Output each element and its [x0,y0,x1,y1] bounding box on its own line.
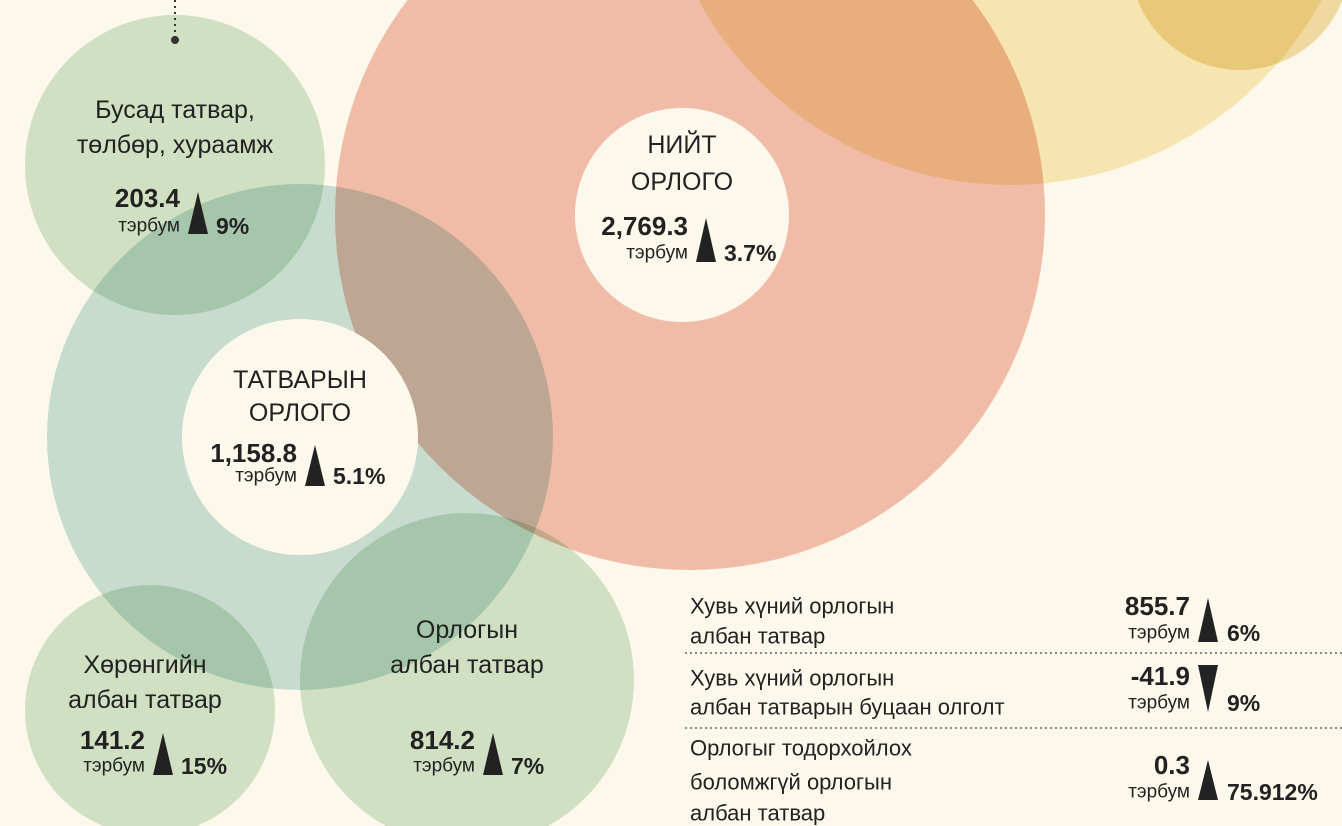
row-change: 9% [1227,690,1260,716]
row-unit: тэрбум [1128,623,1190,644]
arrow-up [696,218,716,262]
node-change: 3.7% [724,240,776,266]
node-change: 7% [511,753,544,779]
row-unit: тэрбум [1128,693,1190,714]
row-value: -41.9 [1131,661,1190,691]
node-label: ТАТВАРЫН [233,366,367,394]
node-value: 141.2 [80,725,145,755]
arrow-up [1198,760,1218,800]
tax-center [182,319,418,555]
node-value: 1,158.8 [210,438,297,468]
node-label: ОРЛОГО [249,399,351,427]
row-change: 75.912% [1227,779,1318,805]
node-unit: тэрбум [413,756,475,777]
connector-dot [171,36,179,44]
row-unit: тэрбум [1128,782,1190,803]
node-change: 9% [216,213,249,239]
node-label: Хөрөнгийн [83,651,206,679]
node-value: 2,769.3 [601,211,688,241]
arrow-up [153,733,173,775]
arrow-down [1198,665,1218,712]
arrow-up [483,733,503,775]
node-label: төлбөр, хураамж [77,131,274,159]
row-label: албан татвар [690,624,825,649]
node-unit: тэрбум [83,756,145,777]
node-label: албан татвар [68,686,222,714]
row-label: Хувь хүний орлогын [690,594,894,619]
total-center [575,108,789,322]
node-unit: тэрбум [118,216,180,237]
row-label: Хувь хүний орлогын [690,666,894,691]
node-unit: тэрбум [626,243,688,264]
arrow-up [305,445,325,486]
node-unit: тэрбум [235,466,297,487]
node-label: НИЙТ [647,129,716,159]
arrow-up [1198,598,1218,642]
node-label: Орлогын [416,616,518,644]
arrow-up [188,192,208,234]
row-label: боломжгүй орлогын [690,770,892,795]
row-change: 6% [1227,620,1260,646]
node-label: ОРЛОГО [631,168,733,196]
node-value: 203.4 [115,183,181,213]
row-label: албан татвар [690,801,825,826]
row-value: 855.7 [1125,591,1190,621]
row-label: Орлогыг тодорхойлох [690,736,912,761]
row-value: 0.3 [1154,750,1190,780]
node-value: 814.2 [410,725,475,755]
node-label: албан татвар [390,651,544,679]
node-label: Бусад татвар, [95,96,255,124]
row-label: албан татварын буцаан олголт [690,695,1005,720]
bubble-top-right-small [1137,0,1342,70]
node-change: 15% [181,753,227,779]
node-change: 5.1% [333,463,385,489]
labels: Бусад татвар, төлбөр, хураамж 203.4 тэрбум 9… [68,96,1318,826]
